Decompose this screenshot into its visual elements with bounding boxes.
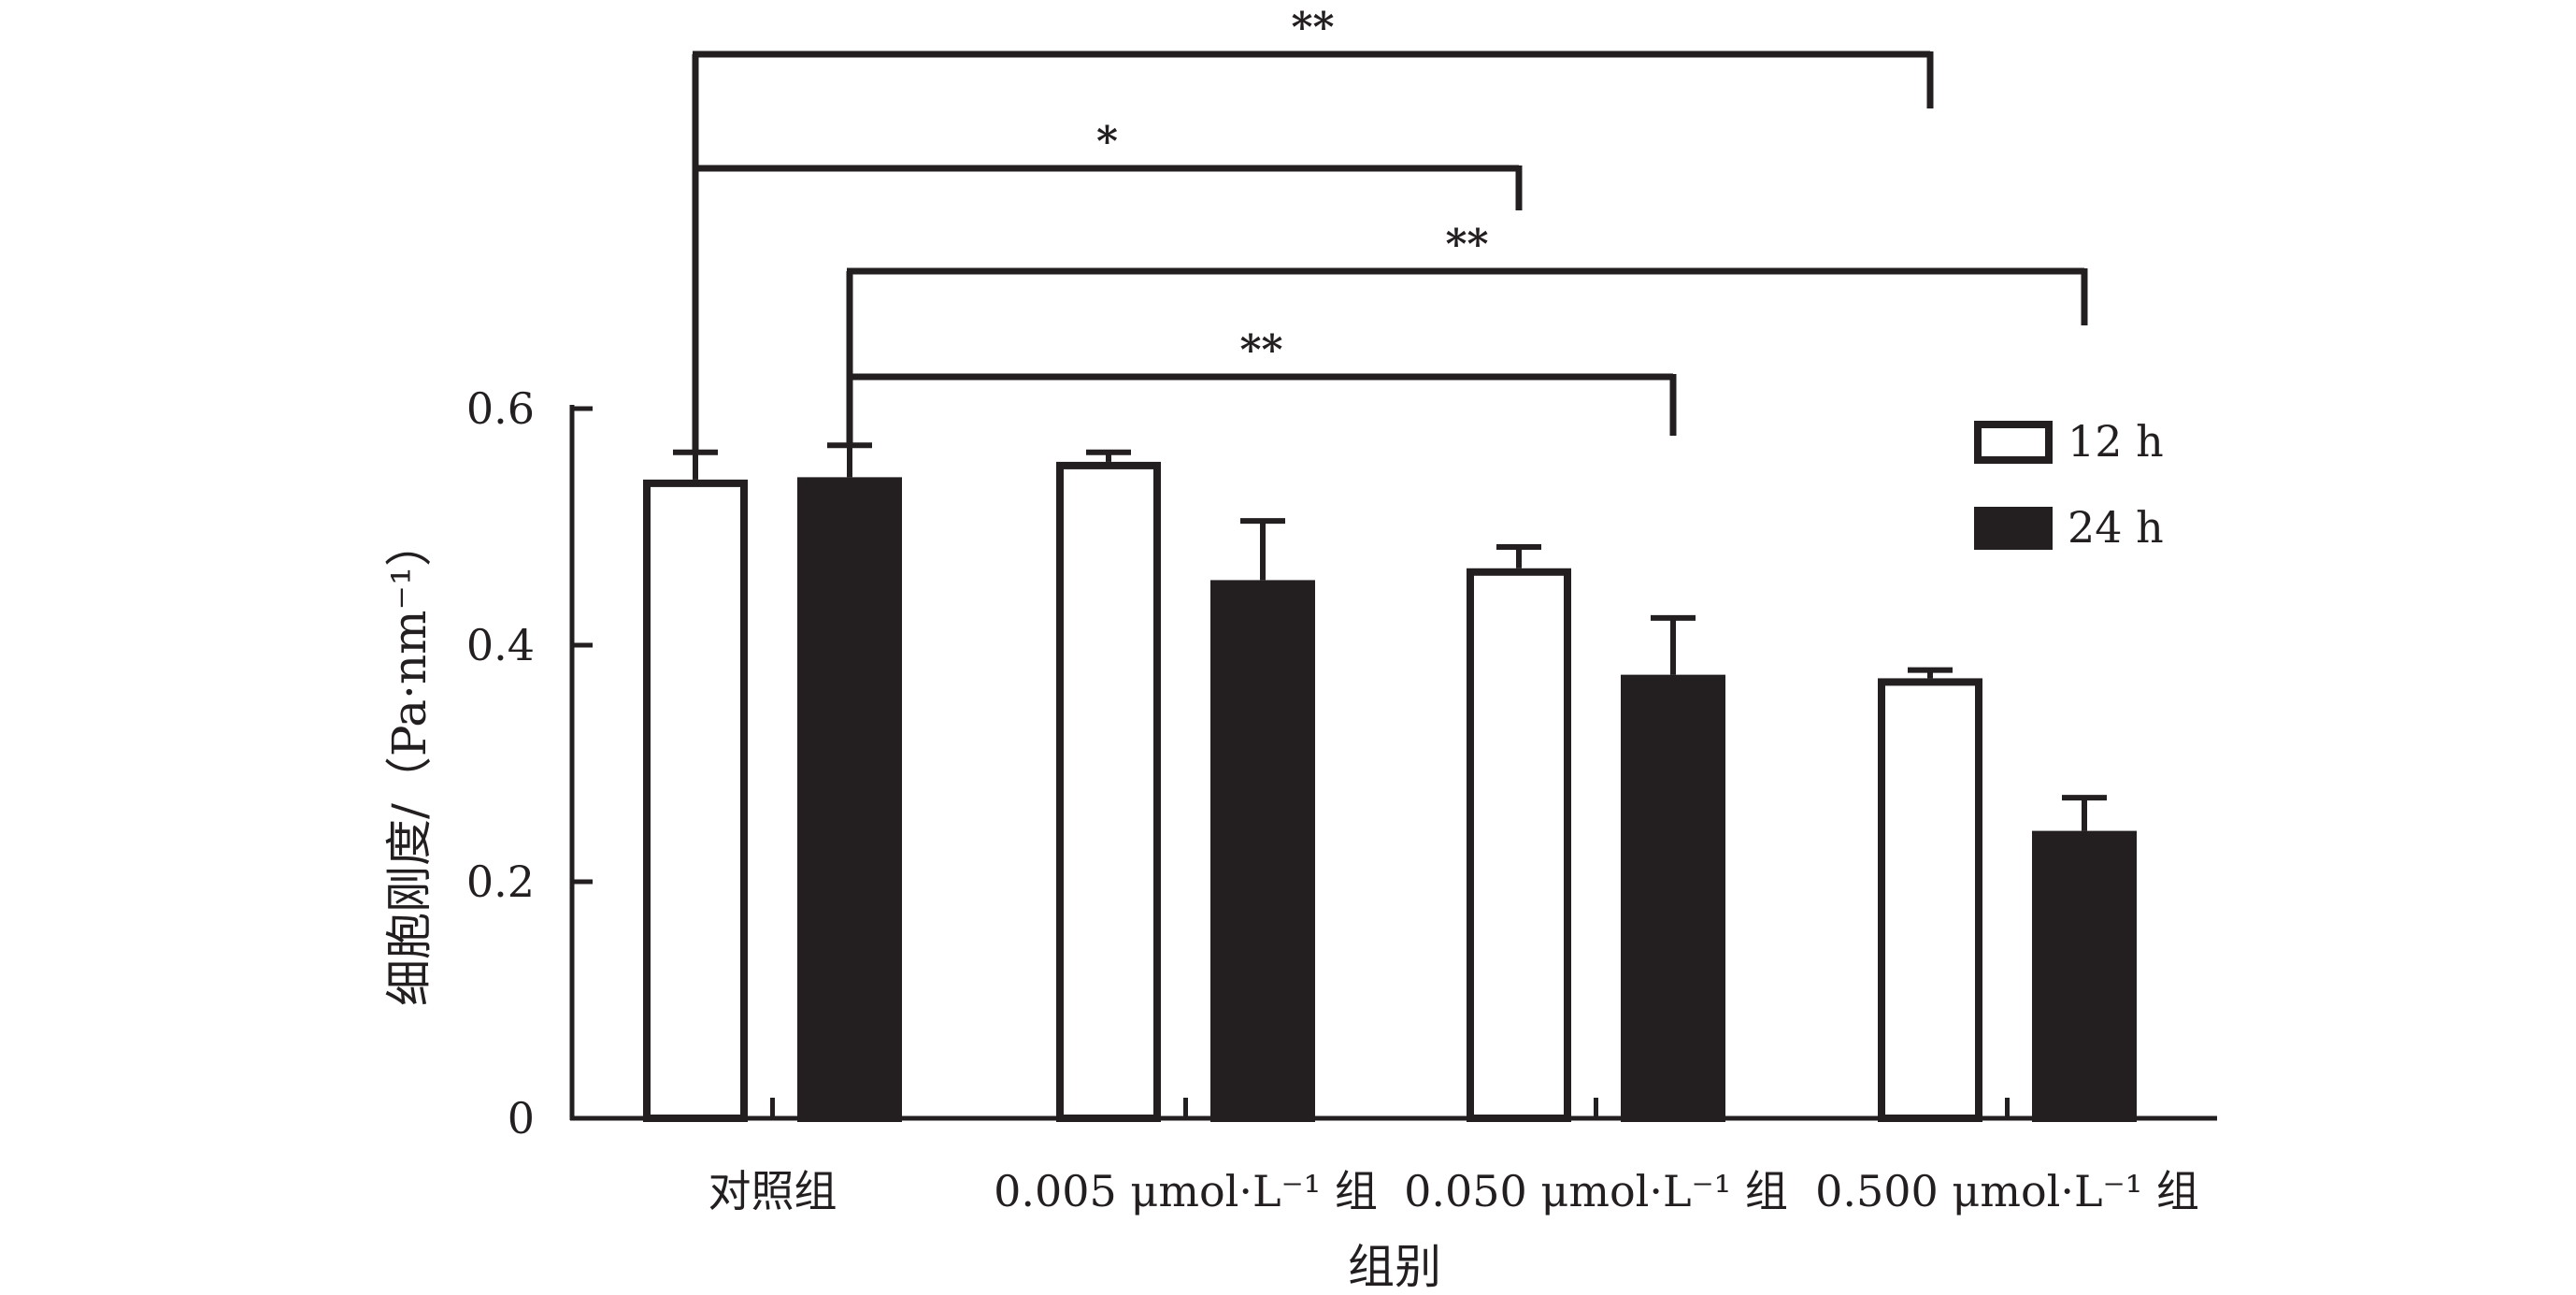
bar: [797, 477, 902, 1122]
significance-label: *: [1096, 118, 1118, 165]
significance-label: **: [1445, 221, 1488, 268]
category-label: 0.005 μmol·L⁻¹ 组: [994, 1166, 1378, 1216]
legend-swatch: [1974, 421, 2053, 464]
y-tick-label: 0.6: [466, 383, 535, 434]
significance-bracket: **: [846, 221, 2088, 446]
bars: [643, 442, 2137, 1122]
category-label: 0.050 μmol·L⁻¹ 组: [1404, 1166, 1788, 1216]
category-label: 对照组: [708, 1166, 837, 1216]
y-tick-label: 0.2: [466, 856, 535, 907]
legend-item: 12 h: [1974, 416, 2164, 467]
bar: [1056, 461, 1161, 1122]
significance-bracket: **: [692, 4, 1934, 453]
legend-swatch: [1974, 507, 2053, 550]
x-axis-title: 组别: [1348, 1240, 1441, 1290]
significance-label: **: [1291, 4, 1334, 51]
y-axis-title: 细胞刚度/（Pa·nm⁻¹）: [382, 520, 436, 1006]
bar: [2032, 830, 2137, 1122]
significance-bracket: **: [846, 326, 1677, 446]
significance-brackets: *******: [692, 4, 2088, 453]
significance-bracket: *: [692, 118, 1523, 453]
bar: [1210, 580, 1315, 1122]
bar: [1467, 568, 1571, 1122]
axes: 0 0.2 0.4 0.6 对照组 0.005 μmol·L⁻¹ 组 0.050 μmol·…: [466, 383, 2217, 1216]
significance-label: **: [1239, 326, 1282, 374]
legend: 12 h 24 h: [1974, 416, 2164, 553]
y-tick-label: 0: [508, 1093, 535, 1144]
legend-label: 12 h: [2068, 416, 2164, 467]
legend-label: 24 h: [2068, 502, 2164, 553]
bar: [1878, 678, 1982, 1122]
category-label: 0.500 μmol·L⁻¹ 组: [1815, 1166, 2199, 1216]
y-tick-label: 0.4: [466, 620, 535, 670]
bar: [1621, 674, 1725, 1122]
legend-item: 24 h: [1974, 502, 2164, 553]
bar: [643, 479, 748, 1122]
